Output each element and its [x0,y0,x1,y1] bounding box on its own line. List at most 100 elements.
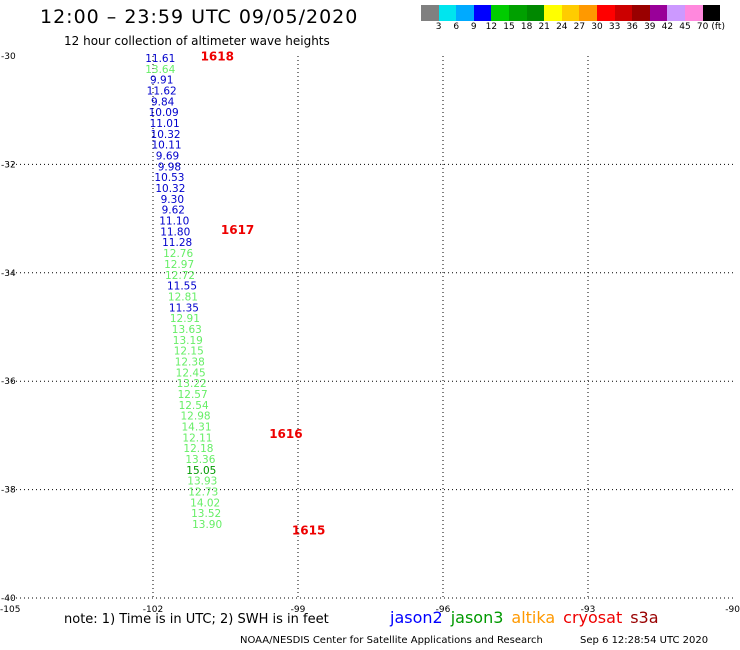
legend-label: 15 [503,22,515,32]
wave-height-value: 13.90 [192,519,222,531]
legend-label: 45 [679,22,691,32]
wave-height-value: 13.22 [177,378,207,390]
wave-height-value: 13.64 [145,64,175,76]
legend-swatch [438,5,457,21]
legend-unit: (ft) [711,22,725,32]
lon-tick-label: -90 [725,605,740,615]
track-number-label: 1615 [292,524,325,538]
legend-label: 36 [626,22,638,32]
wave-height-value: 12.54 [179,400,209,412]
wave-height-value: 11.62 [147,85,177,97]
lon-tick-label: -93 [581,605,596,615]
lat-tick-label: -32 [1,160,16,170]
wave-height-value: 13.63 [172,324,202,336]
legend-swatch [544,5,562,21]
legend-label: 3 [435,22,442,32]
legend-swatch [596,5,615,21]
wave-height-value: 12.11 [182,432,212,444]
wave-height-value: 12.18 [183,443,213,455]
lon-tick-label: -105 [0,605,20,615]
legend-swatch [456,5,474,21]
legend-swatch [667,5,685,21]
legend-label: 39 [644,22,656,32]
legend-swatch [702,5,721,21]
legend-label: 70 [696,22,709,32]
wave-height-value: 10.53 [154,172,184,184]
wave-height-value: 12.72 [165,270,195,282]
wave-height-value: 12.45 [176,367,206,379]
legend-label: 30 [591,22,603,32]
color-scale-legend [421,5,721,21]
legend-label: 9 [470,22,477,32]
track-number-label: 1617 [221,223,254,237]
legend-label: 24 [556,22,568,32]
map-title: 12:00 – 23:59 UTC 09/05/2020 [40,6,359,28]
wave-height-value: 12.15 [174,346,204,358]
legend-swatch [491,5,509,21]
wave-height-value: 12.38 [175,356,205,368]
lat-tick-label: -34 [1,269,16,279]
legend-swatch [526,5,545,21]
lon-tick-label: -99 [291,605,306,615]
wave-height-value: 14.31 [181,422,211,434]
lat-tick-label: -40 [1,594,16,604]
legend-swatch [421,5,439,21]
wave-height-value: 12.97 [164,259,194,271]
legend-swatch [632,5,650,21]
wave-height-value: 14.02 [190,497,220,509]
credit-text: NOAA/NESDIS Center for Satellite Applica… [240,635,543,646]
wave-height-value: 13.36 [185,454,215,466]
wave-height-value: 9.30 [161,194,184,206]
wave-height-value: 12.76 [163,248,193,260]
legend-label: 21 [538,22,550,32]
legend-swatch [561,5,580,21]
timestamp-text: Sep 6 12:28:54 UTC 2020 [580,635,709,646]
legend-swatch [649,5,668,21]
wave-height-value: 15.05 [186,465,216,477]
wave-height-value: 12.98 [181,411,211,423]
legend-label: 18 [520,22,533,32]
wave-height-value: 9.62 [162,205,185,217]
wave-height-value: 9.84 [151,96,175,108]
wave-height-value: 12.57 [178,389,208,401]
legend-label: 6 [453,22,460,32]
satellite-label-s3a: s3a [630,608,659,627]
lat-tick-label: -30 [1,52,16,62]
legend-label: 33 [608,22,621,32]
wave-height-value: 11.28 [162,237,192,249]
wave-height-value: 11.80 [160,226,190,238]
lat-tick-label: -36 [1,377,16,387]
wave-height-value: 13.52 [191,508,221,520]
legend-swatch [508,5,527,21]
lon-tick-label: -96 [436,605,451,615]
map-subtitle: 12 hour collection of altimeter wave hei… [64,34,330,48]
legend-swatch [473,5,492,21]
wave-height-value: 11.01 [150,118,180,130]
wave-height-value: 11.55 [167,281,197,293]
legend-label: 42 [661,22,674,32]
wave-height-value: 11.10 [159,216,189,228]
wave-height-value: 9.91 [150,75,173,87]
satellite-label-altika: altika [511,608,556,627]
wave-height-value: 10.32 [155,183,185,195]
wave-height-value: 11.35 [169,302,199,314]
wave-height-value: 13.93 [187,476,217,488]
wave-height-value: 9.98 [158,161,181,173]
legend-label: 12 [485,22,498,32]
wave-height-value: 9.69 [156,151,179,163]
satellite-label-cryosat: cryosat [563,608,623,627]
wave-height-value: 10.32 [151,129,181,141]
wave-height-value: 12.91 [170,313,200,325]
wave-height-value: 10.11 [152,140,182,152]
track-number-label: 1618 [201,49,234,63]
wave-height-value: 12.73 [188,487,218,499]
track-number-label: 1616 [269,427,302,441]
lon-tick-label: -102 [143,605,163,615]
footer-note: note: 1) Time is in UTC; 2) SWH is in fe… [64,612,329,627]
satellite-label-jason2: jason2 [390,608,443,627]
legend-swatch [684,5,703,21]
lat-tick-label: -38 [1,486,16,496]
legend-swatch [579,5,597,21]
wave-height-value: 11.61 [145,53,175,65]
